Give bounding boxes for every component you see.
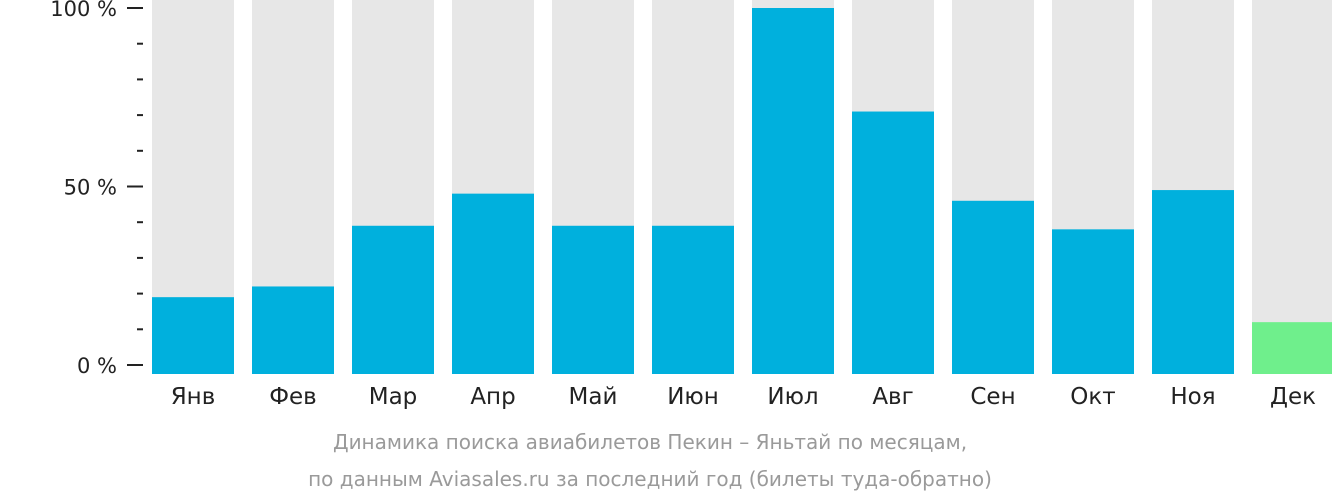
x-tick-label: Янв — [171, 384, 216, 410]
bar — [352, 225, 434, 374]
x-tick-label: Дек — [1270, 384, 1316, 410]
y-tick-label: 100 % — [50, 0, 117, 21]
x-tick-label: Мар — [369, 384, 418, 410]
bar — [1052, 229, 1134, 374]
y-tick-label: 50 % — [64, 176, 117, 200]
y-axis: 0 % 50 % 100 % — [50, 0, 143, 378]
bar — [1252, 322, 1332, 374]
bar — [852, 111, 934, 374]
caption-line-1: Динамика поиска авиабилетов Пекин – Яньт… — [332, 430, 968, 454]
x-tick-label: Июл — [767, 384, 818, 410]
bar — [452, 193, 534, 374]
x-tick-label: Ноя — [1170, 384, 1215, 410]
bar-background — [1252, 0, 1332, 374]
bar — [552, 225, 634, 374]
caption-line-2: по данным Aviasales.ru за последний год … — [308, 467, 992, 491]
x-tick-label: Июн — [667, 384, 719, 410]
x-tick-label: Апр — [470, 384, 515, 410]
bar — [652, 225, 734, 374]
x-tick-label: Май — [569, 384, 618, 410]
x-tick-label: Авг — [872, 384, 913, 410]
bar — [252, 286, 334, 374]
x-tick-label: Фев — [269, 384, 317, 410]
x-axis: Янв Фев Мар Апр Май Июн Июл Авг Сен Окт Ноя Дек — [171, 384, 1316, 410]
bar — [752, 8, 834, 374]
x-tick-label: Сен — [970, 384, 1015, 410]
bar — [152, 297, 234, 374]
bars — [152, 0, 1332, 374]
y-tick-label: 0 % — [77, 354, 117, 378]
x-tick-label: Окт — [1070, 384, 1115, 410]
bar — [952, 200, 1034, 374]
bar — [1152, 190, 1234, 374]
